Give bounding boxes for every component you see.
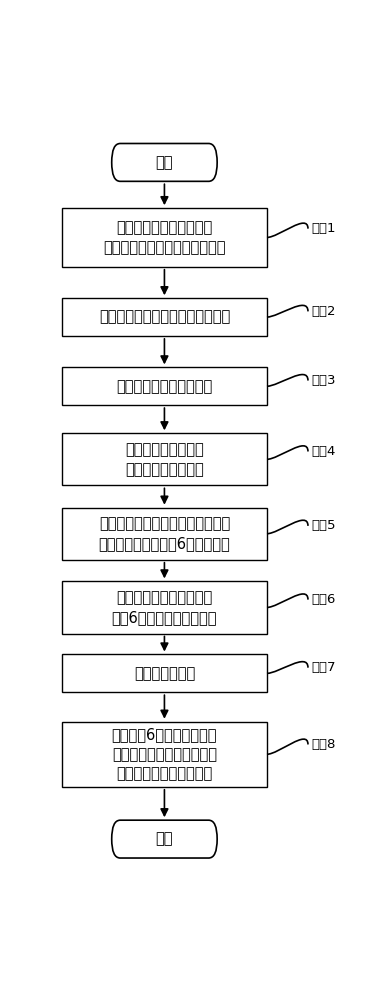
Bar [62,433,267,485]
Bar [62,208,267,267]
Text: 步骤5: 步骤5 [311,519,335,532]
Text: 利用弓高误差来约束
过渡轨迹的边界速度: 利用弓高误差来约束 过渡轨迹的边界速度 [125,442,204,477]
Text: 步骤1: 步骤1 [311,222,335,235]
Bar [62,654,267,692]
Bar [62,367,267,405]
Text: 步骤4: 步骤4 [311,445,335,458]
Bar [62,722,267,787]
Text: 步骤3: 步骤3 [311,374,335,387]
Text: 输入过渡轨迹的边界速度: 输入过渡轨迹的边界速度 [116,379,212,394]
Text: 确定过渡轨迹的起点和终点的位姿: 确定过渡轨迹的起点和终点的位姿 [99,310,230,325]
Text: 结束: 结束 [156,832,173,847]
Text: 步骤2: 步骤2 [311,305,335,318]
Text: 步骤7: 步骤7 [311,661,335,674]
FancyBboxPatch shape [112,820,217,858]
Text: 步骤6: 步骤6 [311,593,335,606]
Text: 计算过渡轨迹起点和终点
位姿6个自由度上的加速度: 计算过渡轨迹起点和终点 位姿6个自由度上的加速度 [112,590,217,625]
Text: 步骤8: 步骤8 [311,738,335,751]
Text: 开始: 开始 [156,155,173,170]
Bar [62,298,267,336]
FancyBboxPatch shape [112,143,217,181]
Text: 将笛卡尔空间轨迹在过渡轨迹边界
点的速度分解到位姿6个自由度上: 将笛卡尔空间轨迹在过渡轨迹边界 点的速度分解到位姿6个自由度上 [99,516,230,551]
Bar [62,508,267,560]
Text: 构造位姿6个自由度的过渡
曲线矩阵方程，并代入边界
条件，求解矩阵方程系数: 构造位姿6个自由度的过渡 曲线矩阵方程，并代入边界 条件，求解矩阵方程系数 [112,727,217,782]
Text: 计算过渡段时间: 计算过渡段时间 [134,666,195,681]
Bar [62,581,267,634]
Text: 输入两条轨迹位姿信息，
过渡参数，系统的工程约束条件: 输入两条轨迹位姿信息， 过渡参数，系统的工程约束条件 [103,220,226,255]
